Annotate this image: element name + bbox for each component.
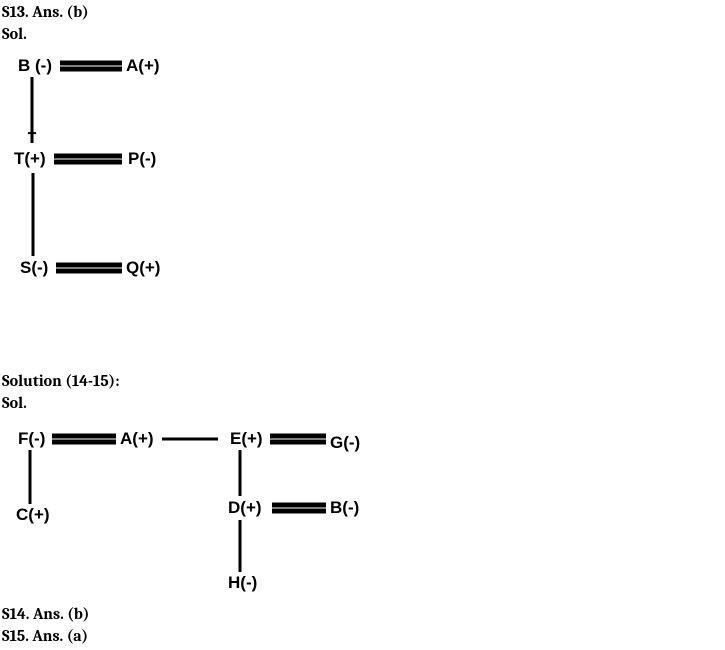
s14-15-sol-label: Sol.	[2, 393, 723, 415]
s13-diagram-svg: B (-) A(+) T(+) P(-) S(-) Q(+)	[10, 51, 180, 321]
s13-header: S13. Ans. (b)	[2, 2, 723, 24]
s14-15-header: Solution (14-15):	[2, 371, 723, 393]
svg-text:B (-): B (-)	[18, 56, 52, 75]
s13-sol-label: Sol.	[2, 24, 723, 46]
svg-text:G(-): G(-)	[330, 433, 360, 452]
svg-text:P(-): P(-)	[128, 149, 156, 168]
svg-text:S(-): S(-)	[20, 258, 48, 277]
s14-15-diagram: F(-) A(+) E(+) G(-) C(+) D(+) B(-) H(-)	[10, 420, 723, 604]
svg-text:C(+): C(+)	[16, 505, 50, 524]
s13-diagram: B (-) A(+) T(+) P(-) S(-) Q(+)	[10, 51, 723, 325]
svg-text:A(+): A(+)	[120, 429, 154, 448]
s14-15-diagram-svg: F(-) A(+) E(+) G(-) C(+) D(+) B(-) H(-)	[10, 420, 370, 600]
s14-answer: S14. Ans. (b)	[2, 604, 723, 626]
svg-text:H(-): H(-)	[228, 573, 257, 592]
svg-text:D(+): D(+)	[228, 498, 262, 517]
svg-text:A(+): A(+)	[126, 56, 160, 75]
svg-text:Q(+): Q(+)	[126, 258, 160, 277]
s15-answer: S15. Ans. (a)	[2, 626, 723, 648]
svg-text:T(+): T(+)	[14, 149, 46, 168]
svg-text:E(+): E(+)	[230, 429, 263, 448]
svg-text:B(-): B(-)	[330, 498, 359, 517]
svg-text:F(-): F(-)	[18, 429, 45, 448]
